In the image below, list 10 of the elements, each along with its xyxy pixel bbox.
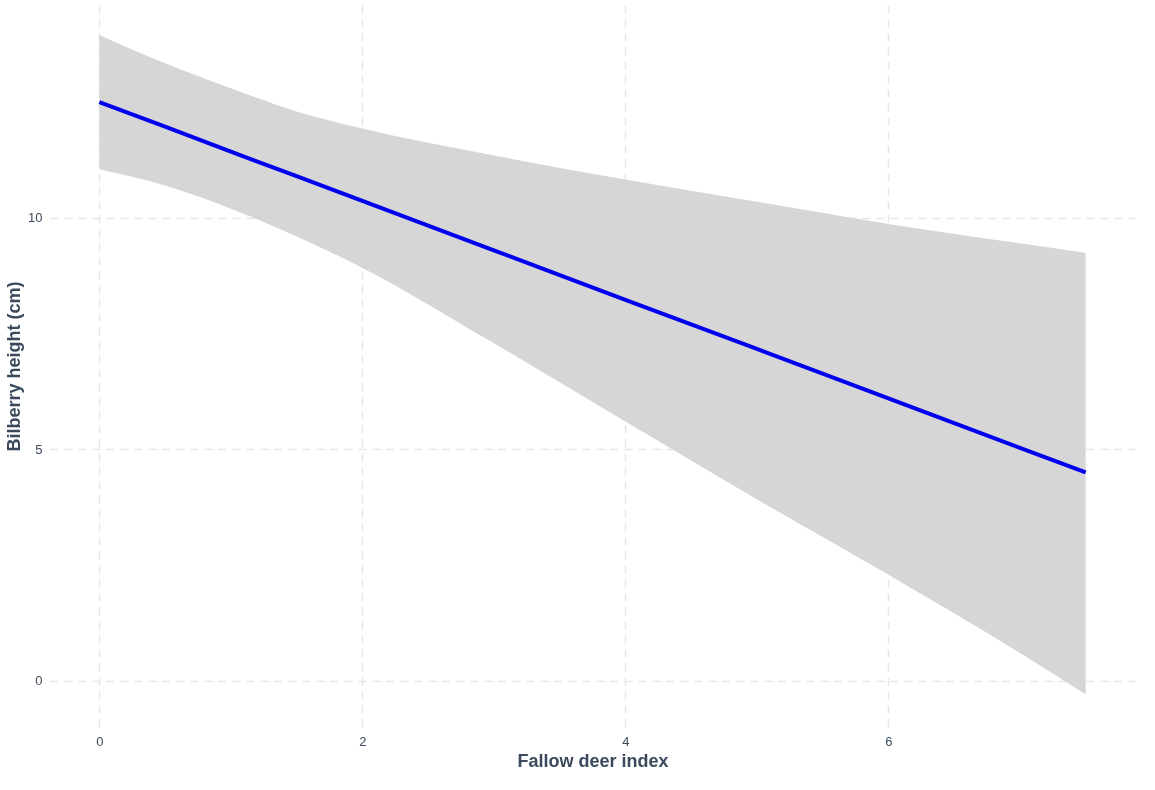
x-axis-title: Fallow deer index: [517, 750, 669, 771]
y-tick-label: 0: [35, 673, 43, 689]
y-tick-label: 10: [28, 210, 43, 226]
y-tick-label: 5: [35, 441, 43, 457]
y-axis-title: Bilberry height (cm): [4, 281, 25, 452]
x-tick-label: 4: [622, 733, 630, 749]
x-tick-label: 6: [885, 733, 893, 749]
x-tick-label: 0: [96, 733, 104, 749]
line-series: [97, 100, 1088, 475]
x-tick-label: 2: [359, 733, 367, 749]
